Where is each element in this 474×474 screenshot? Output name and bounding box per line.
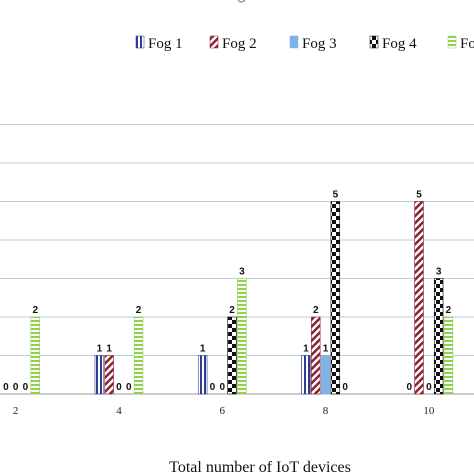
data-label: 5	[416, 190, 422, 201]
data-label: 0	[210, 382, 216, 393]
data-label: 0	[219, 382, 225, 393]
data-label: 3	[436, 267, 442, 278]
data-label: 2	[313, 305, 319, 316]
data-label: 1	[303, 344, 309, 355]
legend-swatch	[289, 35, 299, 49]
x-tick-label: 2	[13, 405, 19, 417]
bar-fog-2	[104, 355, 114, 395]
data-label: 5	[333, 190, 339, 201]
x-tick-label: 6	[220, 405, 226, 417]
data-label: 0	[13, 382, 19, 393]
x-axis-title: Total number of IoT devices	[169, 459, 351, 474]
legend-label: Fog 4	[382, 36, 417, 52]
data-label: 1	[200, 344, 206, 355]
legend-swatch	[447, 35, 457, 49]
data-label: 0	[23, 382, 29, 393]
bar-fog-4	[433, 278, 444, 395]
legend-label: Fog 3	[302, 36, 337, 52]
data-labels: 0000211002100231215005032114246412122533	[3, 190, 452, 394]
bar-fog-1	[197, 355, 208, 395]
bar-fog-5	[443, 316, 454, 395]
legend-swatch	[135, 35, 145, 49]
bars	[30, 201, 454, 395]
data-label: 0	[3, 382, 9, 393]
bar-fog-4	[330, 201, 341, 395]
data-label: 0	[116, 382, 122, 393]
data-label: 0	[342, 382, 348, 393]
data-label: 1	[323, 344, 329, 355]
bar-fog-3	[320, 355, 331, 395]
x-tick-labels: 246810121416	[13, 405, 435, 417]
bar-fog-2	[311, 316, 321, 395]
bar-fog-4	[227, 316, 237, 395]
x-tick-label: 4	[116, 405, 122, 417]
bar-fog-2	[414, 201, 424, 395]
data-label: 3	[239, 267, 245, 278]
data-label: 2	[136, 305, 142, 316]
legend: Fog 1 Fog 2 Fog 3 Fog 4 Fo	[135, 35, 474, 52]
legend-label: Fog 1	[148, 36, 183, 52]
bar-fog-5	[237, 278, 247, 395]
data-label: 1	[106, 344, 112, 355]
x-tick-label: 10	[423, 405, 435, 417]
data-label: 2	[446, 305, 452, 316]
bar-fog-1	[94, 355, 105, 395]
bar-fog-5	[30, 316, 40, 395]
legend-swatch	[209, 35, 219, 49]
gridlines	[0, 124, 474, 395]
data-label: 0	[126, 382, 132, 393]
data-label: 2	[229, 305, 235, 316]
bar-fog-1	[301, 355, 311, 395]
x-tick-label: 8	[323, 405, 329, 417]
data-label: 1	[97, 344, 103, 355]
data-label: 0	[406, 382, 412, 393]
title-fragment	[237, 0, 246, 3]
legend-label: Fog 2	[222, 36, 257, 52]
data-label: 2	[32, 305, 38, 316]
bar-fog-5	[133, 316, 144, 395]
legend-swatch	[369, 35, 379, 49]
data-label: 0	[426, 382, 432, 393]
legend-label: Fo	[460, 36, 474, 52]
